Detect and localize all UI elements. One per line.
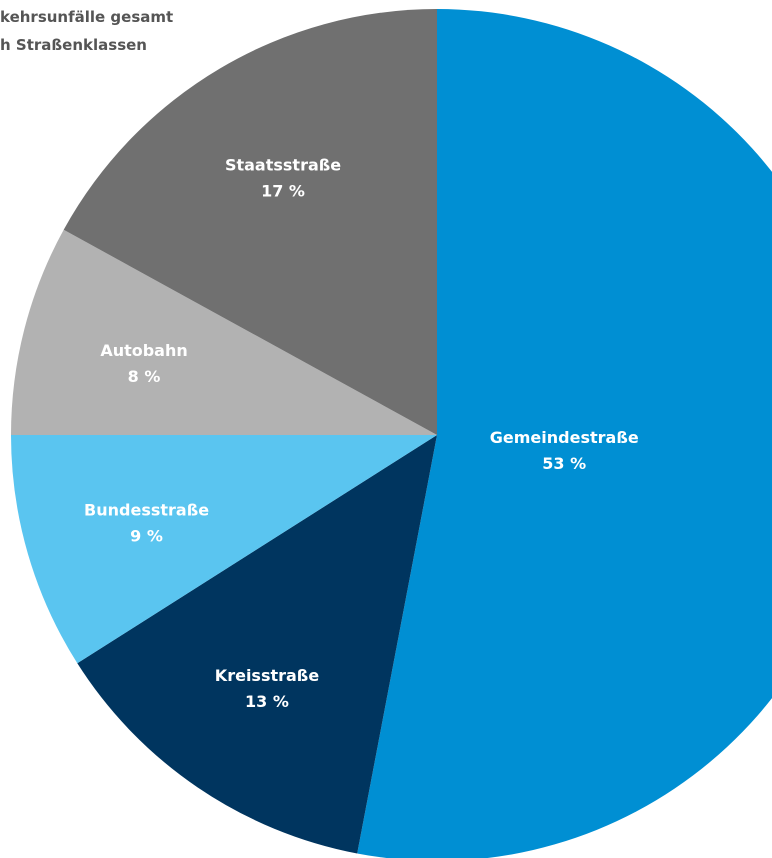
pie-slice: [77, 435, 437, 854]
chart-title: h Straßenklassen: [0, 36, 147, 54]
slice-value-label: 13 %: [245, 692, 289, 711]
slice-label: Kreisstraße: [215, 666, 320, 685]
chart-title: kehrsunfälle gesamt: [0, 8, 173, 26]
pie-slice: [63, 9, 437, 435]
slice-value-label: 53 %: [542, 454, 586, 473]
slice-label: Gemeindestraße: [490, 428, 639, 447]
slice-value-label: 9 %: [130, 526, 163, 545]
pie-slice: [10, 435, 437, 664]
slice-value-label: 17 %: [261, 182, 305, 201]
slice-label: Bundesstraße: [84, 500, 209, 519]
slice-label: Autobahn: [100, 341, 187, 360]
pie: [10, 9, 772, 858]
labels: Gemeindestraße 53 % Kreisstraße 13 % Bundess…: [84, 156, 639, 711]
pie-slice: [357, 9, 772, 858]
slice-label: Staatsstraße: [225, 156, 341, 175]
pie-slice: [11, 229, 437, 435]
slice-value-label: 8 %: [128, 367, 161, 386]
